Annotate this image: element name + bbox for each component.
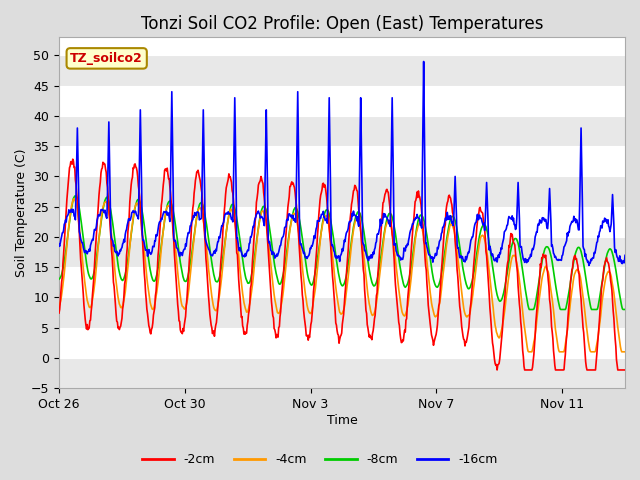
Title: Tonzi Soil CO2 Profile: Open (East) Temperatures: Tonzi Soil CO2 Profile: Open (East) Temp…: [141, 15, 543, 33]
Bar: [59, 116, 625, 146]
Bar: [59, 358, 625, 388]
Text: TZ_soilco2: TZ_soilco2: [70, 52, 143, 65]
Bar: [59, 177, 625, 207]
Bar: [59, 298, 625, 328]
Legend: -2cm, -4cm, -8cm, -16cm: -2cm, -4cm, -8cm, -16cm: [138, 448, 502, 471]
Bar: [59, 237, 625, 267]
X-axis label: Time: Time: [326, 414, 357, 427]
Bar: [59, 56, 625, 86]
Y-axis label: Soil Temperature (C): Soil Temperature (C): [15, 148, 28, 277]
